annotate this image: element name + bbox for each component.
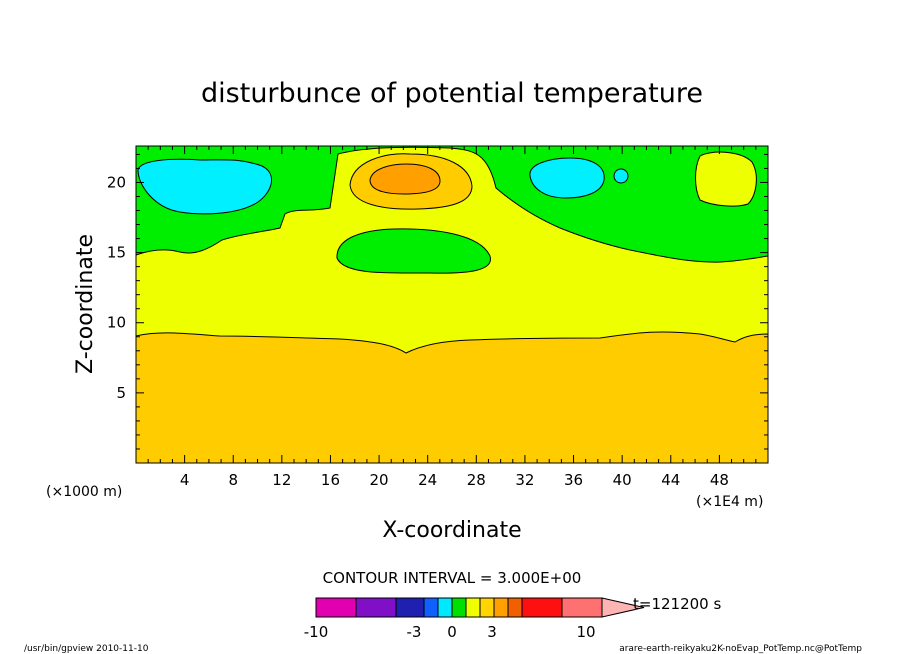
colorbar-tick-label: -3	[407, 623, 422, 641]
y-axis-label: Z-coordinate	[73, 234, 98, 374]
contour-blob-yellow-topright	[695, 151, 757, 207]
colorbar-tick-label: 0	[447, 623, 457, 641]
x-tick-label: 44	[661, 471, 680, 489]
contour-blob-cyan-small	[613, 168, 629, 184]
time-label: t=121200 s	[633, 595, 721, 613]
colorbar-arrow	[601, 597, 645, 618]
footer-right: arare-earth-reikyaku2K-noEvap_PotTemp.nc…	[619, 644, 862, 654]
contour-region-gold	[135, 331, 769, 464]
x-tick-label: 16	[321, 471, 340, 489]
x-unit-right: (×1E4 m)	[696, 494, 763, 510]
colorbar-swatch	[561, 597, 603, 618]
contour-blob-green-middle	[336, 228, 491, 274]
colorbar-swatch	[465, 597, 481, 618]
x-tick-label: 4	[180, 471, 190, 489]
colorbar-swatch	[521, 597, 563, 618]
colorbar: -10 -3 0 3 10	[304, 597, 645, 641]
colorbar-swatch	[493, 597, 509, 618]
colorbar-swatch	[315, 597, 357, 618]
y-tick-label: 5	[116, 384, 126, 402]
colorbar-swatch	[395, 597, 425, 618]
x-tick-label: 12	[272, 471, 291, 489]
colorbar-swatch	[479, 597, 495, 618]
colorbar-tick-label: 10	[576, 623, 595, 641]
x-tick-label: 36	[564, 471, 583, 489]
contour-blob-cyan-left	[137, 158, 272, 215]
x-axis-label: X-coordinate	[382, 518, 521, 543]
y-tick-label: 10	[107, 314, 126, 332]
contour-blob-orange	[369, 163, 441, 195]
x-tick-label: 24	[418, 471, 437, 489]
colorbar-swatch	[451, 597, 467, 618]
chart-title: disturbunce of potential temperature	[201, 78, 703, 109]
x-tick-label: 20	[370, 471, 389, 489]
colorbar-swatch	[507, 597, 523, 618]
x-tick-label: 40	[613, 471, 632, 489]
y-ticks: 5 10 15 20	[107, 153, 768, 450]
x-tick-label: 28	[467, 471, 486, 489]
contour-interval-label: CONTOUR INTERVAL = 3.000E+00	[323, 569, 582, 587]
footer-left: /usr/bin/gpview 2010-11-10	[24, 644, 149, 654]
x-tick-label: 8	[228, 471, 238, 489]
contour-blob-cyan-right	[529, 157, 605, 199]
x-unit-left: (×1000 m)	[46, 484, 122, 500]
colorbar-swatch	[423, 597, 439, 618]
y-tick-label: 20	[107, 173, 126, 191]
x-ticks: 4 8 12 16 20 24 28 32 36 40 44 48	[147, 146, 757, 489]
y-tick-label: 15	[107, 244, 126, 262]
colorbar-swatch	[437, 597, 453, 618]
colorbar-tick-label: -10	[304, 623, 329, 641]
colorbar-swatch	[355, 597, 397, 618]
x-tick-label: 48	[710, 471, 729, 489]
x-tick-label: 32	[515, 471, 534, 489]
colorbar-tick-label: 3	[487, 623, 497, 641]
